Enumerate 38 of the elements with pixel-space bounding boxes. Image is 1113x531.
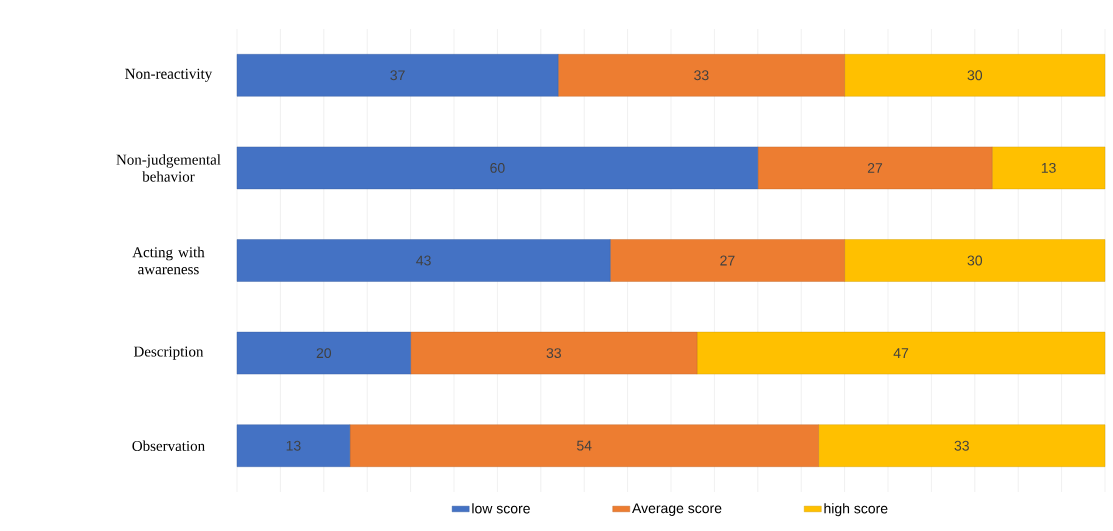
bar xyxy=(844,239,1106,282)
bar xyxy=(236,424,351,467)
data-label: 60 xyxy=(490,162,505,173)
y-tick-label: Non-reactivity xyxy=(125,68,213,82)
data-label: 30 xyxy=(967,70,983,81)
bar xyxy=(410,331,698,375)
bar xyxy=(236,54,559,97)
bar xyxy=(236,239,611,282)
y-tick-label: Non-judgemental behavior xyxy=(116,154,221,182)
data-label: 13 xyxy=(286,440,301,451)
legend-label: Average score xyxy=(632,503,722,516)
data-label: 37 xyxy=(390,70,405,81)
data-label: 13 xyxy=(1041,162,1056,173)
bar xyxy=(236,146,759,190)
data-label: 27 xyxy=(867,163,883,173)
data-label: 27 xyxy=(720,255,735,266)
bar xyxy=(818,424,1106,467)
y-tick-label: Acting with awareness xyxy=(132,246,205,275)
y-tick-label: Description xyxy=(133,346,204,360)
legend-label: high score xyxy=(824,503,888,517)
data-label: 47 xyxy=(893,348,909,358)
data-label: 33 xyxy=(954,440,969,451)
data-label: 43 xyxy=(416,255,431,266)
data-label: 54 xyxy=(576,440,592,451)
data-label: 33 xyxy=(546,348,561,359)
bar xyxy=(757,146,993,190)
data-label: 20 xyxy=(316,348,332,359)
legend-label: low score xyxy=(472,503,530,514)
bar xyxy=(236,331,411,375)
bar xyxy=(696,331,1106,375)
data-label: 33 xyxy=(694,70,709,81)
bar xyxy=(557,54,845,97)
bar xyxy=(844,54,1106,97)
bar xyxy=(349,424,819,467)
bar xyxy=(991,146,1106,190)
bar xyxy=(610,239,845,282)
data-label: 30 xyxy=(967,255,983,266)
y-tick-label: Observation xyxy=(132,440,205,451)
